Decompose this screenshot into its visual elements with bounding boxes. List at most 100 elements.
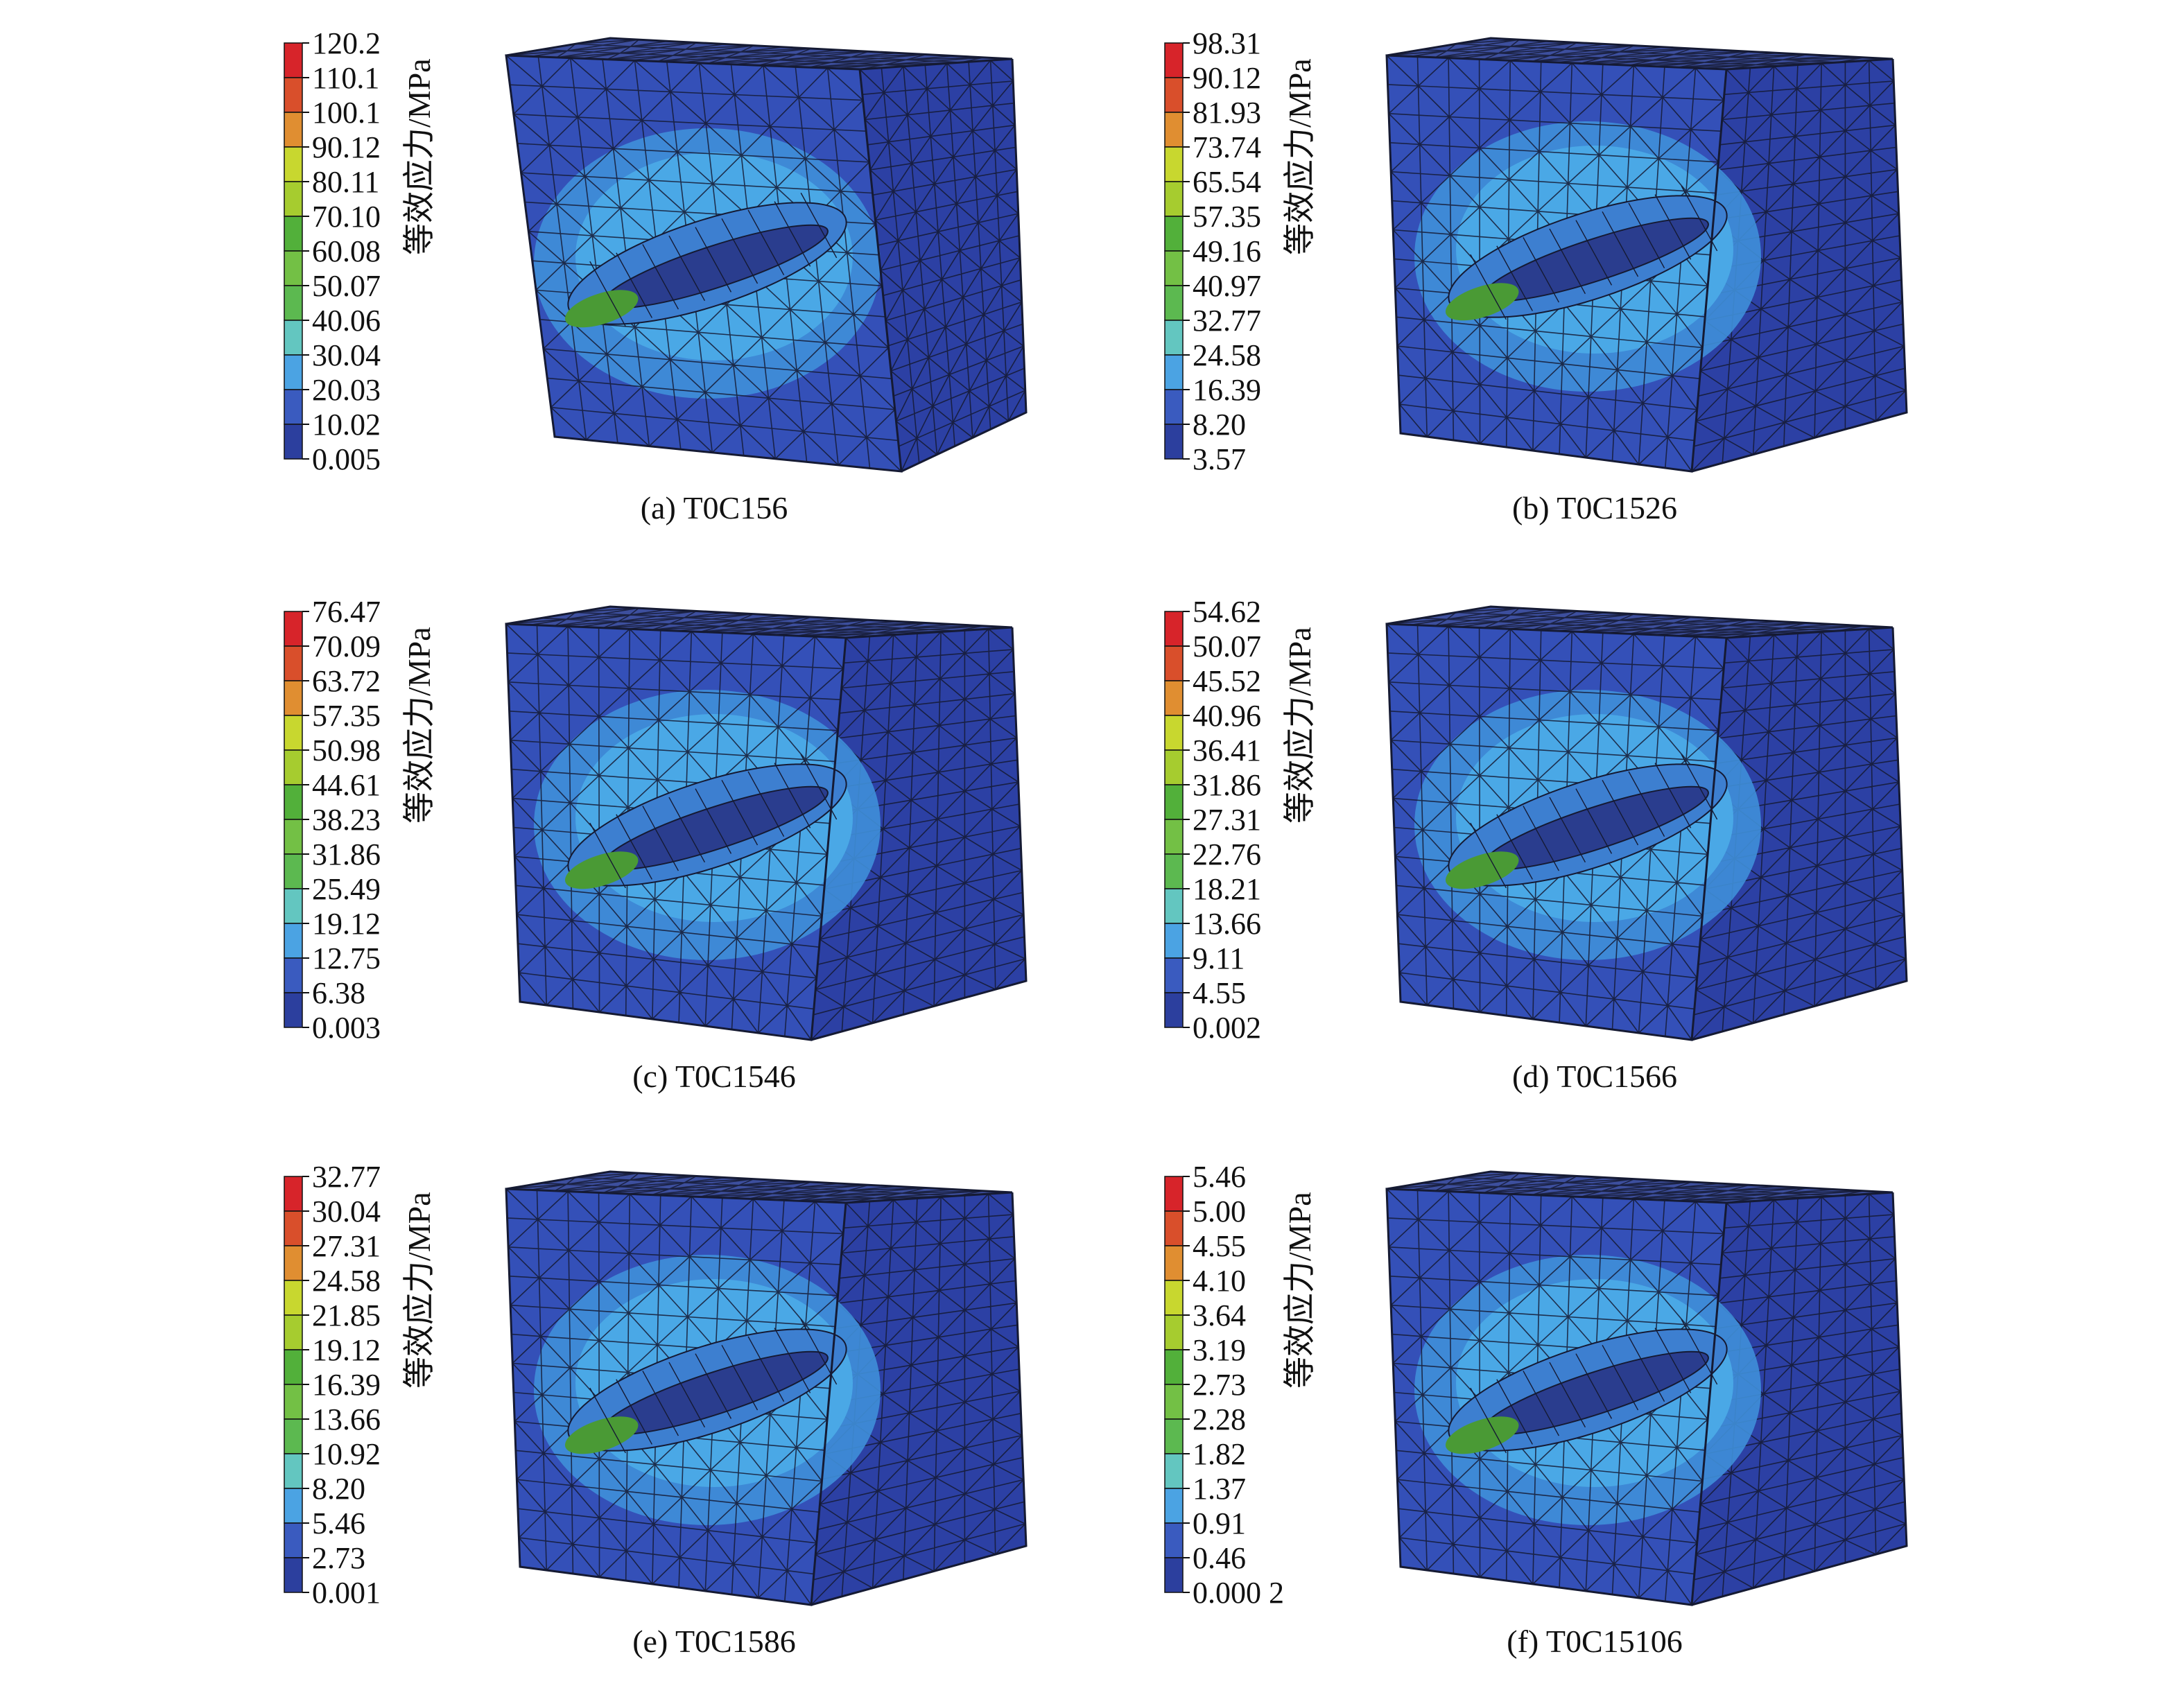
cube-model xyxy=(505,37,1028,473)
tick-label: 70.10 xyxy=(312,200,381,234)
color-band xyxy=(1164,1557,1184,1593)
color-band xyxy=(1164,784,1184,820)
color-scale: 120.2110.1100.190.1280.1170.1060.0850.07… xyxy=(284,26,381,476)
tick-label: 5.46 xyxy=(312,1506,365,1540)
flaw xyxy=(1445,754,1728,889)
tick-label: 3.57 xyxy=(1193,442,1246,476)
legend: 5.46 5.00 4.55 4.10 3.64 3.19 2.73 2.28 1.82 1.37… xyxy=(1158,1160,1317,1619)
tick-label: 90.12 xyxy=(312,130,381,164)
tick-label: 50.98 xyxy=(312,733,381,767)
color-band xyxy=(284,888,303,924)
tick-label: 10.02 xyxy=(312,408,381,442)
color-scale: 98.3190.1281.9373.7465.5457.3549.1640.97… xyxy=(1164,26,1261,476)
tick-label: 6.38 xyxy=(312,976,365,1010)
color-band xyxy=(1164,42,1184,78)
cube-group xyxy=(1385,37,1908,473)
color-scale: 32.7730.0427.3124.5821.8519.1216.3913.66… xyxy=(284,1160,381,1610)
color-band xyxy=(1164,645,1184,681)
tick-label: 24.58 xyxy=(312,1264,381,1298)
color-band xyxy=(284,715,303,751)
color-band xyxy=(1164,389,1184,425)
color-band xyxy=(284,819,303,855)
tick-label: 25.49 xyxy=(312,872,381,906)
cube-group xyxy=(505,1170,1028,1606)
flaw-mesh xyxy=(589,1319,838,1454)
tick-label: 21.85 xyxy=(312,1298,381,1332)
top-edge xyxy=(1386,37,1893,71)
tick-label: 40.97 xyxy=(1193,269,1261,303)
right-edge xyxy=(811,1192,1028,1606)
tick-label: 38.23 xyxy=(312,803,381,837)
tick-label: 65.54 xyxy=(1193,165,1261,199)
tick-label: 4.10 xyxy=(1193,1264,1246,1298)
tick-label: 76.47 xyxy=(312,595,381,629)
tick-label: 40.96 xyxy=(1193,699,1261,733)
tick-label: 12.75 xyxy=(312,941,381,975)
tick-label: 45.52 xyxy=(1193,664,1261,698)
color-band xyxy=(284,680,303,716)
tick-label: 3.19 xyxy=(1193,1333,1246,1367)
tick-label: 32.77 xyxy=(1193,304,1261,338)
color-band xyxy=(1164,216,1184,252)
tick-label: 8.20 xyxy=(1193,408,1246,442)
right-edge xyxy=(1691,58,1908,473)
color-band xyxy=(1164,749,1184,785)
flaw xyxy=(1445,1319,1728,1454)
color-band xyxy=(284,77,303,113)
color-band xyxy=(284,181,303,217)
color-band xyxy=(1164,1453,1184,1489)
tick-label: 22.76 xyxy=(1193,837,1261,871)
legend-title: 等效应力/MPa xyxy=(401,58,437,255)
tick-label: 100.1 xyxy=(312,96,381,130)
tick-label: 0.000 2 xyxy=(1193,1576,1284,1610)
color-band xyxy=(284,42,303,78)
right-edge xyxy=(1691,627,1908,1041)
tick-label: 0.91 xyxy=(1193,1506,1246,1540)
crack-tip-stress xyxy=(564,290,639,328)
legend-title: 等效应力/MPa xyxy=(401,1192,437,1389)
flaw xyxy=(1445,185,1728,321)
tick-label: 13.66 xyxy=(312,1402,381,1436)
flaw-mesh xyxy=(1470,754,1718,889)
color-band xyxy=(284,645,303,681)
tick-label: 27.31 xyxy=(312,1229,381,1263)
panel-b: 98.31 90.12 81.93 73.74 65.54 57.35 49.16 40.97… xyxy=(1144,14,2045,562)
cube-model xyxy=(505,605,1028,1041)
color-band xyxy=(284,1314,303,1350)
color-band xyxy=(284,992,303,1028)
flaw xyxy=(564,192,847,328)
color-band xyxy=(284,1176,303,1212)
color-scale: 5.465.004.554.103.643.192.732.281.821.37… xyxy=(1164,1160,1284,1610)
tick-label: 4.55 xyxy=(1193,1229,1246,1263)
tick-label: 24.58 xyxy=(1193,338,1261,372)
legend: 76.47 70.09 63.72 57.35 50.98 44.61 38.23 31.86… xyxy=(277,595,437,1054)
caption: (c) T0C1546 xyxy=(632,1059,796,1094)
color-band xyxy=(284,853,303,889)
tick-label: 2.73 xyxy=(312,1541,365,1575)
top-edge xyxy=(505,1170,1013,1204)
tick-label: 50.07 xyxy=(1193,629,1261,663)
tick-label: 81.93 xyxy=(1193,96,1261,130)
tick-label: 57.35 xyxy=(1193,200,1261,234)
color-band xyxy=(1164,320,1184,356)
tick-label: 8.20 xyxy=(312,1472,365,1506)
top-edge xyxy=(1386,1170,1893,1204)
tick-label: 31.86 xyxy=(1193,768,1261,802)
color-band xyxy=(1164,888,1184,924)
color-scale: 76.4770.0963.7257.3550.9844.6138.2331.86… xyxy=(284,595,381,1045)
panel-c: 76.47 70.09 63.72 57.35 50.98 44.61 38.23 31.86… xyxy=(263,582,1165,1130)
panel-e: 32.77 30.04 27.31 24.58 21.85 19.12 16.39 13.66… xyxy=(263,1147,1165,1695)
panel-f: 5.46 5.00 4.55 4.10 3.64 3.19 2.73 2.28 1.82 1.37… xyxy=(1144,1147,2045,1695)
color-band xyxy=(284,957,303,993)
color-band xyxy=(284,1245,303,1281)
tick-label: 110.1 xyxy=(312,61,379,95)
color-band xyxy=(284,1210,303,1246)
color-band xyxy=(1164,1349,1184,1385)
tick-label: 57.35 xyxy=(312,699,381,733)
tick-label: 98.31 xyxy=(1193,26,1261,60)
tick-label: 2.28 xyxy=(1193,1402,1246,1436)
legend-title: 等效应力/MPa xyxy=(1282,58,1317,255)
legend-title: 等效应力/MPa xyxy=(401,627,437,824)
color-scale: 54.6250.0745.5240.9636.4131.8627.3122.76… xyxy=(1164,595,1261,1045)
